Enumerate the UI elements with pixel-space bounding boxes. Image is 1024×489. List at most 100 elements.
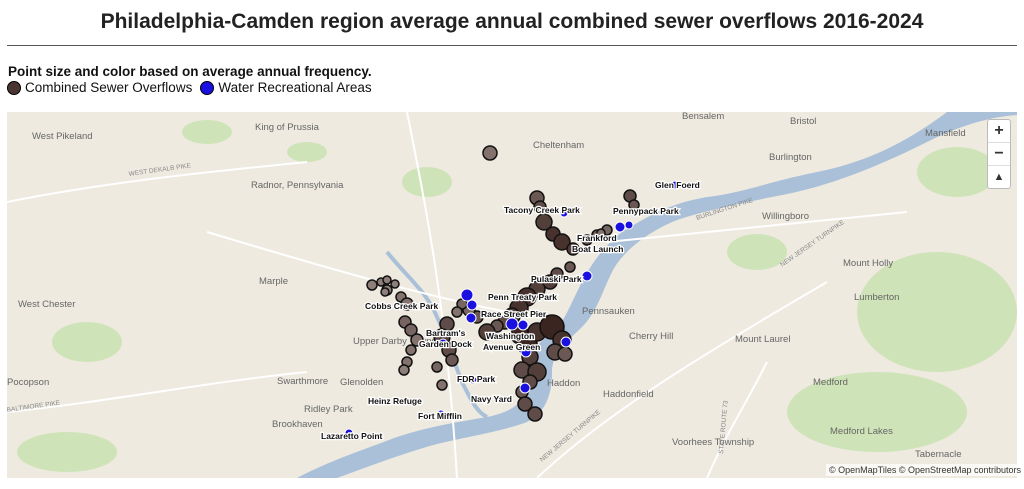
cso-point[interactable] xyxy=(535,213,553,231)
place-label: Pocopson xyxy=(7,377,49,388)
zoom-in-button[interactable]: + xyxy=(988,120,1010,143)
cso-point[interactable] xyxy=(366,279,378,291)
place-label: Willingboro xyxy=(762,211,809,222)
rec-area-point[interactable] xyxy=(519,382,531,394)
place-label: Glenolden xyxy=(340,377,383,388)
cso-point[interactable] xyxy=(557,346,573,362)
map-svg[interactable]: West Pikeland King of Prussia Radnor, Pe… xyxy=(7,112,1017,478)
rec-area-label: Boat Launch xyxy=(572,244,623,254)
place-label: Mansfield xyxy=(925,128,966,139)
cso-point[interactable] xyxy=(527,406,543,422)
cso-point[interactable] xyxy=(517,396,533,412)
rec-area-point[interactable] xyxy=(436,409,446,419)
place-label: Bensalem xyxy=(682,112,724,122)
rec-area-point[interactable] xyxy=(670,180,680,190)
cso-point[interactable] xyxy=(533,200,547,214)
rec-area-point[interactable] xyxy=(392,396,402,406)
rec-area-label: Glen Foerd xyxy=(655,180,700,190)
cso-point[interactable] xyxy=(482,145,498,161)
place-label: Swarthmore xyxy=(277,376,328,387)
place-label: Upper Darby Township xyxy=(353,336,449,347)
place-label: West Chester xyxy=(18,299,75,310)
rec-area-point[interactable] xyxy=(505,317,519,331)
cso-point[interactable] xyxy=(581,234,593,246)
rec-area-label: Tacony Creek Park xyxy=(504,205,580,215)
rec-area-point[interactable] xyxy=(614,221,626,233)
road-label: STATE ROUTE 73 xyxy=(718,400,730,454)
place-label: Medford xyxy=(813,377,848,388)
rec-area-point[interactable] xyxy=(460,288,474,302)
cso-point[interactable] xyxy=(390,279,400,289)
place-label: Mount Laurel xyxy=(735,334,790,345)
rec-area-point[interactable] xyxy=(344,428,354,438)
legend-label-rec: Water Recreational Areas xyxy=(218,80,372,95)
rec-area-point[interactable] xyxy=(559,208,569,218)
map-subtitle: Point size and color based on average an… xyxy=(8,64,372,79)
rec-area-label: Pennypack Park xyxy=(613,206,679,216)
rec-area-label: Washington xyxy=(486,331,534,341)
rec-area-point[interactable] xyxy=(560,336,572,348)
rec-area-label: Frankford xyxy=(577,233,617,243)
map-canvas[interactable]: West Pikeland King of Prussia Radnor, Pe… xyxy=(7,112,1017,478)
rec-area-label: Cobbs Creek Park xyxy=(365,301,438,311)
rec-area-point[interactable] xyxy=(517,319,529,331)
place-label: West Pikeland xyxy=(32,131,93,142)
zoom-control[interactable]: + − ▲ xyxy=(987,119,1011,189)
rec-area-label: FDR Park xyxy=(457,374,496,384)
place-label: Brookhaven xyxy=(272,419,323,430)
cso-point[interactable] xyxy=(404,323,418,337)
cso-point[interactable] xyxy=(566,242,580,256)
place-label: Marple xyxy=(259,276,288,287)
cso-point[interactable] xyxy=(445,353,459,367)
rec-area-point[interactable] xyxy=(438,338,448,348)
rec-layer xyxy=(344,180,680,438)
place-label: Radnor, Pennsylvania xyxy=(251,180,344,191)
rec-area-point[interactable] xyxy=(466,299,478,311)
cso-point[interactable] xyxy=(431,361,443,373)
rec-area-point[interactable] xyxy=(520,346,532,358)
rec-area-point[interactable] xyxy=(468,375,478,385)
place-label: Cheltenham xyxy=(533,140,584,151)
zoom-out-button[interactable]: − xyxy=(988,143,1010,166)
roads xyxy=(7,112,908,478)
rec-area-point[interactable] xyxy=(624,220,634,230)
cso-point[interactable] xyxy=(398,364,410,376)
park-areas xyxy=(17,120,1017,472)
place-label: Medford Lakes xyxy=(830,426,893,437)
rec-area-label: Lazaretto Point xyxy=(321,431,383,441)
cso-point[interactable] xyxy=(382,275,392,285)
cso-point[interactable] xyxy=(628,199,640,211)
compass-reset-button[interactable]: ▲ xyxy=(993,171,1005,183)
cso-point[interactable] xyxy=(564,261,576,273)
cso-point[interactable] xyxy=(405,344,417,356)
rec-area-point[interactable] xyxy=(581,270,593,282)
rec-label-layer: Glen Foerd Pennypack Park Tacony Creek Par… xyxy=(320,179,701,443)
place-label: King of Prussia xyxy=(255,122,320,133)
place-label: Haddon xyxy=(547,378,580,389)
rec-area-point[interactable] xyxy=(465,312,477,324)
cso-point[interactable] xyxy=(478,323,496,341)
rec-area-label: Heinz Refuge xyxy=(368,396,422,406)
legend: Combined Sewer Overflows Water Recreatio… xyxy=(7,80,380,95)
cso-point[interactable] xyxy=(451,306,463,318)
rec-area-label: Fort Mifflin xyxy=(418,411,462,421)
place-label: Ridley Park xyxy=(304,404,353,415)
rec-area-label: Bartram's xyxy=(426,328,466,338)
place-labels: West Pikeland King of Prussia Radnor, Pe… xyxy=(7,112,966,460)
rec-area-label: Race Street Pier xyxy=(481,309,547,319)
legend-item-cso: Combined Sewer Overflows xyxy=(7,80,192,95)
cso-point[interactable] xyxy=(400,297,414,311)
cso-point[interactable] xyxy=(436,379,448,391)
cso-point[interactable] xyxy=(542,274,558,290)
place-label: Mount Holly xyxy=(843,258,893,269)
cso-point[interactable] xyxy=(380,287,390,297)
cso-point[interactable] xyxy=(596,228,606,238)
place-label: Lumberton xyxy=(854,292,899,303)
cso-point[interactable] xyxy=(553,233,571,251)
legend-label-cso: Combined Sewer Overflows xyxy=(25,80,193,95)
title-divider xyxy=(7,45,1017,46)
rec-area-label: Garden Dock xyxy=(419,339,472,349)
cso-point[interactable] xyxy=(410,333,424,347)
rec-area-label: Avenue Green xyxy=(483,342,540,352)
place-label: Burlington xyxy=(769,152,812,163)
